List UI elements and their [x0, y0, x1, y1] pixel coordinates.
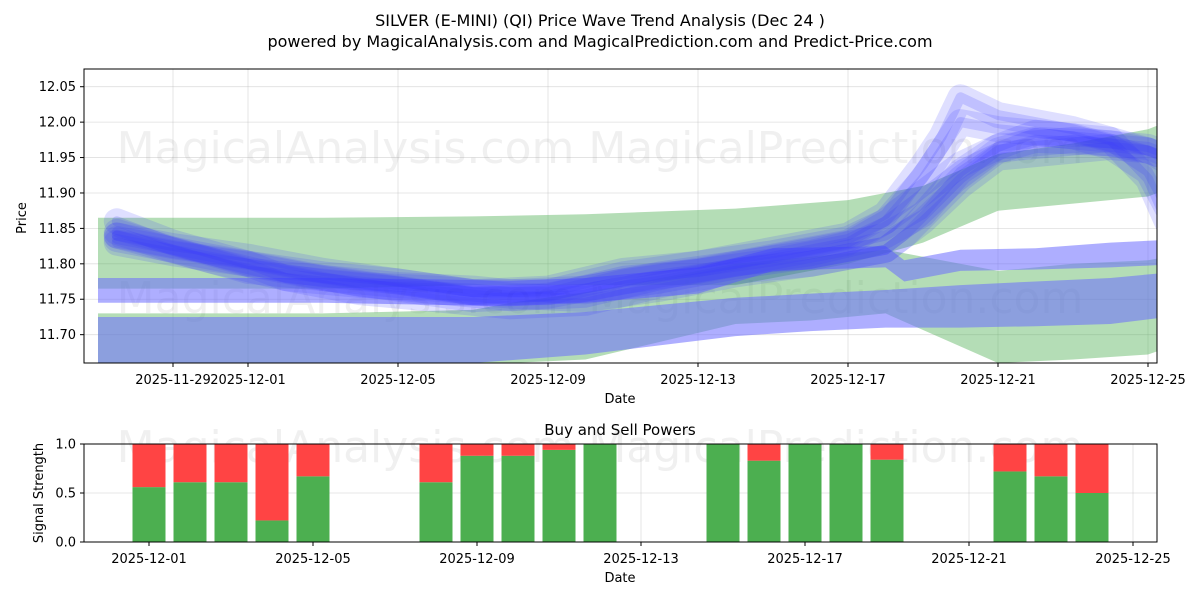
- wave-band-5: [103, 133, 1157, 320]
- signal-x-ticks: 2025-12-01 2025-12-05 2025-12-09 2025-12-13…: [111, 542, 1171, 567]
- signal-x-tick-label: 2025-12-01: [111, 552, 187, 567]
- signal-x-tick-label: 2025-12-05: [275, 552, 351, 567]
- buy-bar: [706, 444, 740, 542]
- wave-band-4: [103, 126, 1157, 306]
- wave-core-2: [111, 92, 1157, 298]
- buy-bar: [501, 455, 535, 542]
- price-x-label: Date: [604, 392, 635, 407]
- price-y-tick-label: 11.90: [39, 186, 76, 201]
- sell-bar: [255, 444, 289, 521]
- buy-bar: [173, 482, 207, 542]
- signal-x-tick-label: 2025-12-21: [931, 552, 1007, 567]
- price-x-tick-label: 2025-12-25: [1110, 373, 1186, 388]
- price-plot: MagicalAnalysis.com MagicalPrediction.co…: [15, 68, 1186, 407]
- blue-band-flat-blue: [98, 240, 1157, 307]
- buy-bar: [255, 520, 289, 542]
- price-y-tick-label: 11.75: [39, 293, 76, 308]
- wave-core-3: [111, 117, 1157, 305]
- sell-bar: [1034, 444, 1068, 477]
- price-waves: [103, 84, 1157, 320]
- signal-y-tick-label: 1.0: [55, 438, 76, 453]
- signal-bars: [132, 444, 1109, 542]
- price-x-tick-label: 2025-11-29: [135, 373, 211, 388]
- buy-bar: [1034, 476, 1068, 542]
- buy-bar: [583, 444, 617, 542]
- buy-bar: [747, 460, 781, 542]
- chart-title: SILVER (E-MINI) (QI) Price Wave Trend An…: [375, 11, 825, 30]
- sell-bar: [132, 444, 166, 488]
- buy-bar: [1075, 493, 1109, 542]
- price-x-tick-label: 2025-12-13: [660, 373, 736, 388]
- signal-y-tick-label: 0.5: [55, 487, 76, 502]
- price-y-label: Price: [15, 202, 30, 234]
- signal-plot: Buy and Sell Powers MagicalAnalysis.com …: [32, 421, 1171, 586]
- sell-bar: [214, 444, 248, 483]
- price-x-ticks: 2025-11-29 2025-12-01 2025-12-05 2025-12-09…: [135, 363, 1186, 388]
- price-bands: [98, 125, 1157, 363]
- signal-x-tick-label: 2025-12-25: [1095, 552, 1171, 567]
- blue-band-low-blue: [98, 273, 1157, 363]
- buy-bar: [870, 459, 904, 542]
- buy-bar: [788, 444, 822, 542]
- price-x-tick-label: 2025-12-17: [810, 373, 886, 388]
- price-x-tick-label: 2025-12-21: [960, 373, 1036, 388]
- green-band-upper-green: [98, 125, 1157, 289]
- buy-bar: [460, 455, 494, 542]
- sell-bar: [419, 444, 453, 483]
- signal-y-tick-label: 0.0: [55, 536, 76, 551]
- sell-bar: [1075, 444, 1109, 493]
- signal-x-label: Date: [604, 571, 635, 586]
- price-plot-frame: [83, 68, 1158, 364]
- buy-bar: [419, 482, 453, 542]
- wave-band-0: [103, 126, 1157, 313]
- price-y-tick-label: 12.05: [39, 80, 76, 95]
- wave-core-5: [111, 141, 1157, 312]
- price-x-tick-label: 2025-12-01: [210, 373, 286, 388]
- wave-core-4: [111, 134, 1157, 298]
- sell-bar: [870, 444, 904, 460]
- buy-bar: [214, 482, 248, 542]
- signal-y-label: Signal Strength: [32, 443, 47, 543]
- buy-bar: [296, 476, 330, 542]
- buy-bar: [993, 471, 1027, 542]
- chart-subtitle: powered by MagicalAnalysis.com and Magic…: [267, 32, 932, 51]
- price-y-tick-label: 12.00: [39, 116, 76, 131]
- wave-band-1: [103, 119, 1157, 306]
- wave-band-2: [103, 84, 1157, 306]
- signal-title: Buy and Sell Powers: [544, 421, 696, 439]
- signal-y-ticks: 0.0 0.5 1.0: [55, 438, 84, 551]
- price-y-tick-label: 11.95: [39, 151, 76, 166]
- signal-x-tick-label: 2025-12-13: [603, 552, 679, 567]
- sell-bar: [542, 444, 576, 450]
- sell-bar: [501, 444, 535, 456]
- buy-bar: [132, 487, 166, 542]
- price-x-tick-label: 2025-12-09: [510, 373, 586, 388]
- sell-bar: [296, 444, 330, 477]
- sell-bar: [173, 444, 207, 483]
- buy-bar: [829, 444, 863, 542]
- signal-x-tick-label: 2025-12-17: [767, 552, 843, 567]
- sell-bar: [747, 444, 781, 461]
- price-x-tick-label: 2025-12-05: [360, 373, 436, 388]
- wave-band-3: [103, 109, 1157, 313]
- price-y-tick-label: 11.70: [39, 328, 76, 343]
- wave-core-0: [111, 134, 1157, 305]
- buy-bar: [542, 449, 576, 542]
- price-y-tick-label: 11.85: [39, 222, 76, 237]
- sell-bar: [993, 444, 1027, 472]
- wave-core-1: [111, 127, 1157, 298]
- signal-x-tick-label: 2025-12-09: [439, 552, 515, 567]
- price-y-tick-label: 11.80: [39, 257, 76, 272]
- sell-bar: [460, 444, 494, 456]
- price-y-ticks: 11.70 11.75 11.80 11.85 11.90 11.95 12.00 12.05: [39, 80, 84, 343]
- price-watermark-top: MagicalAnalysis.com MagicalPrediction.co…: [117, 123, 1084, 174]
